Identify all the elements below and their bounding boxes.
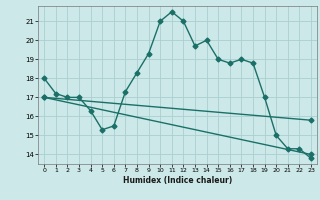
X-axis label: Humidex (Indice chaleur): Humidex (Indice chaleur) — [123, 176, 232, 185]
